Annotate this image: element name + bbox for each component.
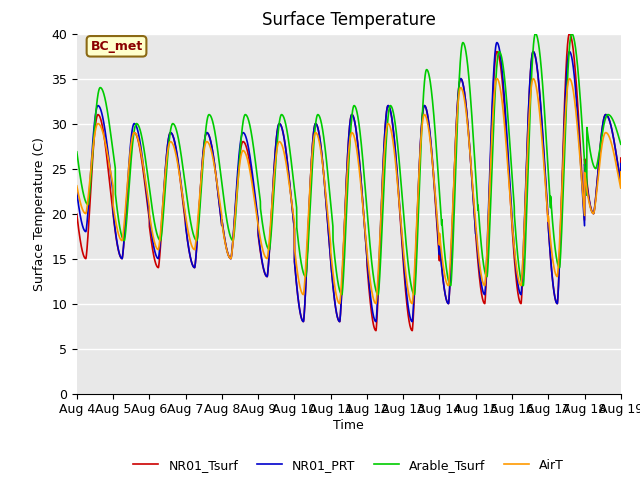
AirT: [470, 206, 478, 212]
NR01_Tsurf: [330, 295, 338, 300]
Line: NR01_Tsurf: NR01_Tsurf: [77, 34, 621, 331]
NR01_Tsurf: [566, 31, 573, 36]
NR01_PRT: [486, 166, 493, 171]
AirT: [258, 242, 266, 248]
NR01_PRT: [470, 214, 478, 220]
AirT: [617, 169, 625, 175]
AirT: [408, 300, 416, 306]
NR01_PRT: [73, 190, 81, 195]
NR01_PRT: [588, 207, 595, 213]
Arable_Tsurf: [258, 215, 266, 220]
Arable_Tsurf: [594, 156, 602, 162]
Title: Surface Temperature: Surface Temperature: [262, 11, 436, 29]
NR01_PRT: [258, 256, 266, 262]
NR01_Tsurf: [594, 168, 602, 174]
Arable_Tsurf: [411, 292, 419, 298]
Arable_Tsurf: [470, 154, 478, 159]
NR01_PRT: [493, 40, 500, 46]
NR01_Tsurf: [408, 328, 416, 334]
Legend: NR01_Tsurf, NR01_PRT, Arable_Tsurf, AirT: NR01_Tsurf, NR01_PRT, Arable_Tsurf, AirT: [129, 454, 569, 477]
Line: Arable_Tsurf: Arable_Tsurf: [77, 34, 621, 295]
Arable_Tsurf: [588, 155, 595, 160]
NR01_Tsurf: [588, 207, 595, 213]
NR01_Tsurf: [617, 155, 625, 161]
Line: NR01_PRT: NR01_PRT: [77, 43, 621, 322]
Y-axis label: Surface Temperature (C): Surface Temperature (C): [33, 137, 45, 290]
NR01_PRT: [408, 319, 416, 324]
NR01_PRT: [594, 168, 602, 174]
Arable_Tsurf: [486, 221, 493, 227]
AirT: [486, 179, 493, 185]
NR01_Tsurf: [73, 211, 81, 217]
AirT: [566, 76, 573, 82]
AirT: [594, 176, 602, 181]
AirT: [330, 280, 338, 286]
AirT: [73, 183, 81, 189]
Arable_Tsurf: [330, 250, 338, 256]
Text: BC_met: BC_met: [90, 40, 143, 53]
NR01_Tsurf: [470, 214, 478, 220]
NR01_Tsurf: [258, 257, 266, 263]
Arable_Tsurf: [73, 149, 81, 155]
AirT: [588, 208, 595, 214]
NR01_PRT: [617, 161, 625, 167]
X-axis label: Time: Time: [333, 419, 364, 432]
NR01_PRT: [330, 295, 338, 300]
Arable_Tsurf: [568, 31, 575, 36]
Line: AirT: AirT: [77, 79, 621, 303]
NR01_Tsurf: [486, 175, 493, 180]
Arable_Tsurf: [617, 142, 625, 147]
